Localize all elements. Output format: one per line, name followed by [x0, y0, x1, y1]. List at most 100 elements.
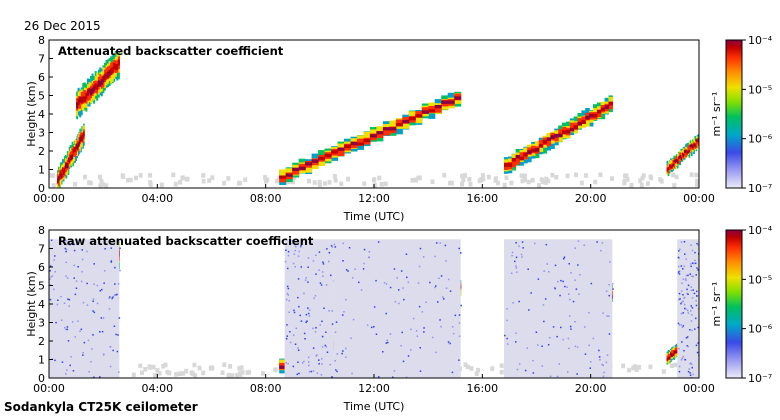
noise-speck	[516, 271, 518, 273]
backscatter-cell	[363, 138, 371, 143]
backscatter-cell	[682, 154, 685, 157]
noise-speck	[53, 259, 55, 261]
ground-clutter-cell	[173, 181, 178, 187]
ground-clutter-cell	[480, 173, 485, 178]
noise-speck	[112, 349, 114, 352]
backscatter-cell	[671, 350, 673, 356]
colorbar-tick-label: 10⁻⁶	[748, 323, 773, 336]
noise-speck	[288, 311, 290, 313]
x-tick-label: 00:00	[33, 382, 65, 395]
backscatter-cell	[344, 144, 351, 148]
noise-speck	[695, 304, 698, 307]
ground-clutter-cell	[583, 173, 588, 178]
ground-clutter-cell	[641, 173, 646, 178]
backscatter-cell	[693, 143, 695, 147]
noise-speck	[389, 286, 392, 289]
noise-speck	[389, 333, 392, 335]
colorbar-ticks: 10⁻⁴ 10⁻⁵ 10⁻⁶ 10⁻⁷	[742, 224, 773, 385]
noise-speck	[564, 285, 566, 288]
noise-speck	[68, 298, 71, 301]
noise-speck	[506, 319, 508, 322]
ground-clutter-cell	[674, 174, 679, 180]
noise-speck	[554, 264, 557, 267]
ground-clutter-cell	[574, 172, 578, 178]
backscatter-cell	[62, 167, 64, 173]
noise-speck	[116, 350, 119, 353]
noise-speck	[687, 274, 689, 277]
noise-speck	[695, 300, 697, 302]
backscatter-cell	[389, 120, 397, 132]
ground-clutter-cell	[148, 182, 153, 188]
noise-speck	[103, 353, 105, 355]
noise-speck	[569, 325, 572, 328]
noise-speck	[696, 267, 698, 269]
noise-speck	[383, 282, 386, 284]
noise-speck	[287, 294, 290, 296]
noise-speck	[680, 359, 683, 361]
ground-clutter-cell	[222, 180, 227, 186]
backscatter-cell	[83, 131, 85, 137]
noise-speck	[298, 250, 300, 253]
noise-speck	[308, 364, 310, 367]
noise-speck	[92, 300, 94, 302]
noise-speck	[342, 350, 344, 352]
noise-speck	[326, 351, 329, 353]
noise-speck	[579, 274, 581, 276]
colorbar-ticks: 10⁻⁴ 10⁻⁵ 10⁻⁶ 10⁻⁷	[742, 34, 773, 195]
noise-speck	[439, 319, 441, 321]
noise-speck	[421, 311, 424, 313]
noise-speck	[685, 258, 687, 260]
backscatter-cell	[535, 148, 540, 152]
noise-speck	[547, 344, 550, 346]
noise-speck	[77, 266, 79, 268]
noise-speck	[556, 375, 559, 378]
ground-clutter-cell	[550, 172, 555, 178]
ground-clutter-cell	[490, 366, 495, 371]
noise-speck	[683, 349, 685, 352]
ground-clutter-cell	[230, 373, 235, 378]
noise-speck	[458, 322, 461, 324]
ground-clutter-cell	[147, 364, 152, 369]
noise-speck	[77, 320, 79, 322]
noise-speck	[294, 243, 297, 246]
backscatter-cell	[670, 165, 672, 169]
ground-clutter-cell	[627, 367, 632, 373]
noise-speck	[682, 300, 684, 303]
noise-speck	[448, 342, 450, 345]
backscatter-cell	[565, 129, 571, 134]
noise-speck	[680, 312, 683, 315]
noise-speck	[325, 331, 327, 333]
noise-speck	[341, 352, 343, 355]
noise-speck	[49, 265, 52, 267]
y-axis-label: Height (km)	[25, 271, 38, 337]
noise-speck	[568, 293, 570, 295]
ground-clutter-cell	[554, 174, 559, 180]
noise-speck	[297, 296, 299, 299]
noise-speck	[691, 366, 693, 369]
noise-speck	[373, 306, 376, 308]
noise-speck	[686, 288, 688, 291]
backscatter-cell	[395, 119, 403, 127]
noise-speck	[49, 278, 51, 280]
ground-clutter-cell	[495, 180, 500, 186]
backscatter-cell	[94, 83, 97, 90]
noise-speck	[65, 240, 67, 242]
backscatter-cell	[604, 105, 609, 109]
backscatter-cell	[93, 85, 96, 92]
x-tick-label: 16:00	[466, 382, 498, 395]
noise-speck	[99, 290, 101, 292]
ground-clutter-cell	[622, 179, 627, 184]
noise-speck	[348, 247, 351, 249]
backscatter-cell	[279, 175, 287, 183]
backscatter-cell	[408, 117, 416, 121]
date-label: 26 Dec 2015	[24, 19, 101, 33]
noise-speck	[90, 361, 92, 363]
noise-speck	[691, 307, 694, 309]
backscatter-cell	[99, 80, 102, 87]
ground-clutter-cell	[148, 173, 153, 178]
noise-speck	[575, 288, 578, 290]
backscatter-cell	[337, 149, 345, 157]
noise-speck	[515, 265, 517, 267]
ground-clutter-cell	[333, 178, 338, 183]
ground-clutter-cell	[689, 172, 694, 177]
